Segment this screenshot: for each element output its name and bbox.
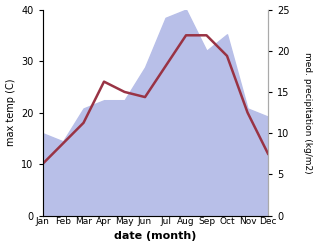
X-axis label: date (month): date (month) bbox=[114, 231, 197, 242]
Y-axis label: med. precipitation (kg/m2): med. precipitation (kg/m2) bbox=[303, 52, 313, 173]
Y-axis label: max temp (C): max temp (C) bbox=[5, 79, 16, 146]
